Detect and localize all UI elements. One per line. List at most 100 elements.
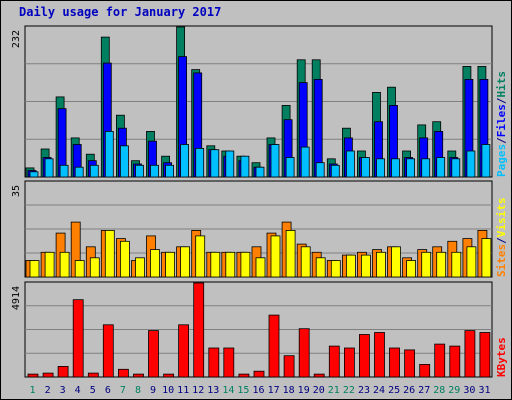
bar-pages-day-17 (270, 144, 280, 178)
x-tick-label: 12 (192, 385, 204, 396)
x-tick-label: 28 (433, 385, 445, 396)
bar-kbytes-day-18 (283, 355, 295, 378)
bar-pages-day-7 (120, 145, 129, 178)
x-tick-label: 19 (298, 385, 310, 396)
x-tick-label: 31 (478, 385, 490, 396)
x-tick-label: 26 (403, 385, 415, 396)
x-tick-label: 10 (162, 385, 174, 396)
bar-pages-day-1 (29, 171, 39, 178)
bar-visits-day-5 (89, 257, 100, 278)
bar-kbytes-day-15 (238, 373, 250, 378)
bar-visits-day-25 (391, 246, 401, 278)
legend-entry: KBytes (495, 337, 508, 377)
x-tick-label: 17 (268, 385, 280, 396)
x-tick-label: 30 (463, 385, 475, 396)
bar-kbytes-day-24 (374, 332, 385, 378)
bar-pages-day-19 (300, 146, 310, 178)
bar-visits-day-16 (255, 257, 266, 278)
chart-title: Daily usage for January 2017 (19, 5, 222, 19)
bar-kbytes-day-5 (87, 372, 99, 378)
bar-kbytes-day-14 (223, 347, 235, 378)
bar-pages-day-28 (436, 157, 446, 178)
y-max-label: 4914 (11, 286, 22, 310)
bar-kbytes-day-30 (464, 330, 476, 378)
bar-pages-day-16 (255, 166, 265, 178)
bar-pages-day-18 (285, 157, 295, 178)
legend-entry: / (495, 137, 508, 144)
bar-visits-day-22 (345, 254, 356, 278)
bar-kbytes-day-23 (358, 334, 370, 378)
x-tick-label: 9 (150, 385, 156, 396)
bar-pages-day-15 (240, 155, 250, 178)
bar-kbytes-day-7 (118, 368, 129, 378)
bar-pages-day-24 (376, 158, 385, 178)
x-tick-label: 2 (45, 385, 51, 396)
bar-pages-day-9 (150, 164, 159, 178)
x-tick-label: 1 (29, 385, 35, 396)
bar-pages-day-20 (315, 162, 325, 178)
x-tick-label: 20 (313, 385, 325, 396)
legend-entry: Files (495, 104, 508, 137)
bar-kbytes-day-29 (449, 345, 461, 378)
bar-visits-day-8 (135, 257, 145, 278)
bar-pages-day-12 (195, 147, 205, 178)
bar-pages-day-8 (135, 164, 144, 178)
bar-visits-day-6 (104, 229, 115, 278)
x-tick-label: 18 (283, 385, 295, 396)
bar-kbytes-day-20 (313, 373, 325, 378)
x-tick-label: 22 (343, 385, 355, 396)
bar-pages-day-4 (74, 166, 84, 178)
y-max-label: 232 (11, 30, 22, 48)
legend-entry: Hits (495, 71, 508, 98)
legend-entry: Sites (495, 244, 508, 277)
bar-pages-day-23 (360, 157, 370, 178)
bar-kbytes-day-27 (419, 363, 431, 378)
bar-pages-day-30 (466, 150, 476, 178)
bar-pages-day-25 (391, 158, 400, 178)
x-tick-label: 13 (207, 385, 219, 396)
bar-kbytes-day-26 (404, 349, 416, 378)
bar-visits-day-13 (210, 251, 221, 278)
bar-kbytes-day-13 (208, 347, 220, 378)
bar-pages-day-13 (210, 149, 220, 178)
bar-kbytes-day-31 (479, 332, 491, 378)
bar-visits-day-19 (300, 246, 311, 278)
bar-pages-day-11 (180, 144, 190, 178)
bar-pages-day-10 (165, 164, 175, 178)
x-tick-label: 14 (222, 385, 234, 396)
x-tick-label: 7 (120, 385, 126, 396)
bar-kbytes-day-28 (434, 343, 446, 378)
bar-visits-day-14 (225, 251, 236, 278)
bar-kbytes-day-16 (253, 370, 265, 378)
bar-visits-day-15 (240, 251, 251, 278)
legend-kbytes: KBytes (495, 337, 508, 377)
bar-visits-day-12 (195, 235, 206, 278)
x-tick-label: 27 (418, 385, 430, 396)
x-tick-label: 5 (90, 385, 96, 396)
bar-pages-day-14 (225, 150, 235, 178)
x-tick-label: 29 (448, 385, 460, 396)
bar-visits-day-21 (330, 260, 341, 278)
bar-visits-day-11 (180, 246, 191, 278)
bar-visits-day-10 (165, 251, 176, 278)
bar-visits-day-31 (481, 238, 492, 278)
bar-pages-day-6 (104, 130, 114, 178)
bar-visits-day-29 (451, 251, 462, 278)
bar-kbytes-day-11 (178, 324, 190, 378)
x-tick-label: 4 (75, 385, 81, 396)
bar-kbytes-day-21 (328, 345, 340, 378)
bar-pages-day-5 (89, 164, 99, 178)
bar-visits-day-9 (150, 249, 160, 278)
bar-pages-day-31 (481, 144, 491, 178)
bar-visits-day-2 (44, 251, 55, 278)
x-tick-label: 6 (105, 385, 111, 396)
bar-visits-day-1 (29, 260, 40, 278)
bar-visits-day-17 (270, 235, 281, 278)
bar-visits-day-27 (421, 251, 432, 278)
x-tick-label: 11 (177, 385, 189, 396)
legend-sites-visits: Sites/Visits (495, 198, 508, 278)
bar-kbytes-day-8 (133, 373, 144, 378)
x-tick-label: 16 (252, 385, 264, 396)
